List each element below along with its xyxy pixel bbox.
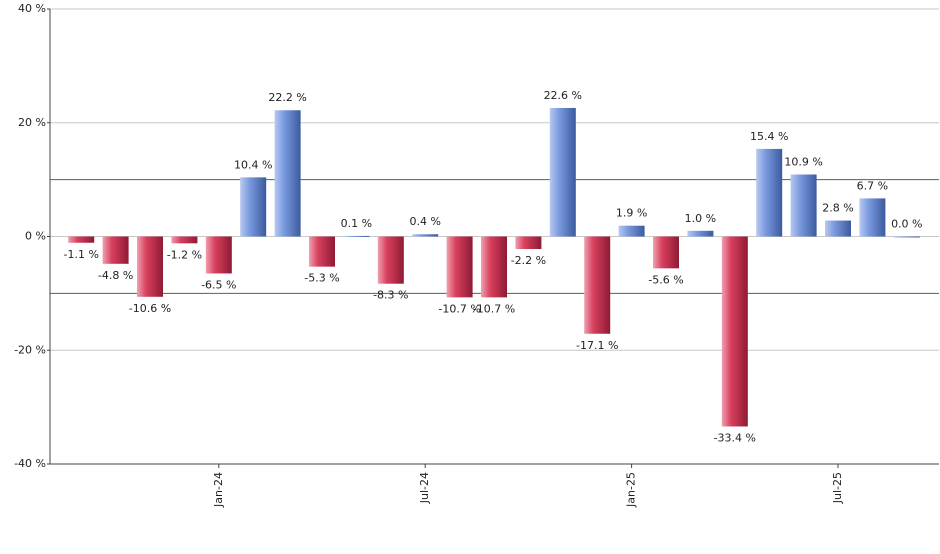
bar xyxy=(343,235,370,237)
value-label: 10.4 % xyxy=(234,158,272,171)
bar xyxy=(584,236,611,334)
y-tick-label: 20 % xyxy=(18,116,46,129)
bar xyxy=(137,236,163,297)
bar xyxy=(653,236,679,269)
value-label: -2.2 % xyxy=(511,254,546,267)
bar xyxy=(859,198,886,237)
value-label: 0.4 % xyxy=(409,215,440,228)
value-label: 1.9 % xyxy=(616,207,647,220)
bar xyxy=(825,220,851,237)
bar xyxy=(274,110,301,237)
bar xyxy=(446,236,473,298)
value-label: 1.0 % xyxy=(685,212,716,225)
bar xyxy=(412,234,439,237)
value-label: -17.1 % xyxy=(576,339,618,352)
bar xyxy=(893,236,920,238)
value-label: -5.6 % xyxy=(648,273,683,286)
bar xyxy=(205,236,232,274)
bar xyxy=(618,225,645,237)
bar xyxy=(68,236,95,243)
value-label: 6.7 % xyxy=(857,179,888,192)
bar xyxy=(515,236,542,250)
bar xyxy=(309,236,335,267)
value-label: 10.9 % xyxy=(784,156,822,169)
value-label: 22.2 % xyxy=(268,91,306,104)
value-label: 0.1 % xyxy=(341,217,372,230)
x-tick-label: Jul-25 xyxy=(831,472,844,504)
y-tick-label: -20 % xyxy=(14,343,46,356)
value-label: -10.6 % xyxy=(129,302,171,315)
value-label: -4.8 % xyxy=(98,269,133,282)
bar xyxy=(756,148,783,237)
x-tick-label: Jan-25 xyxy=(625,472,638,508)
bar xyxy=(721,236,748,427)
bar xyxy=(240,177,267,237)
x-tick-label: Jul-24 xyxy=(418,472,431,504)
value-label: 0.0 % xyxy=(891,218,922,231)
bar xyxy=(790,174,817,237)
bar xyxy=(102,236,129,264)
value-label: -1.2 % xyxy=(167,248,202,261)
value-label: -10.7 % xyxy=(438,302,480,315)
y-tick-label: 0 % xyxy=(25,230,46,243)
value-label: -6.5 % xyxy=(201,278,236,291)
value-label: -10.7 % xyxy=(473,302,515,315)
x-tick-label: Jan-24 xyxy=(212,472,225,508)
bar xyxy=(377,236,404,284)
value-label: 22.6 % xyxy=(544,89,582,102)
bar xyxy=(687,230,714,237)
value-label: -5.3 % xyxy=(304,272,339,285)
value-label: -8.3 % xyxy=(373,289,408,302)
bar xyxy=(549,107,576,237)
value-label: 2.8 % xyxy=(822,202,853,215)
value-label: 15.4 % xyxy=(750,130,788,143)
bar xyxy=(481,236,507,298)
y-tick-label: -40 % xyxy=(14,457,46,470)
value-label: -33.4 % xyxy=(714,431,756,444)
value-label: -1.1 % xyxy=(63,248,98,261)
y-tick-label: 40 % xyxy=(18,2,46,15)
bar xyxy=(171,236,198,244)
